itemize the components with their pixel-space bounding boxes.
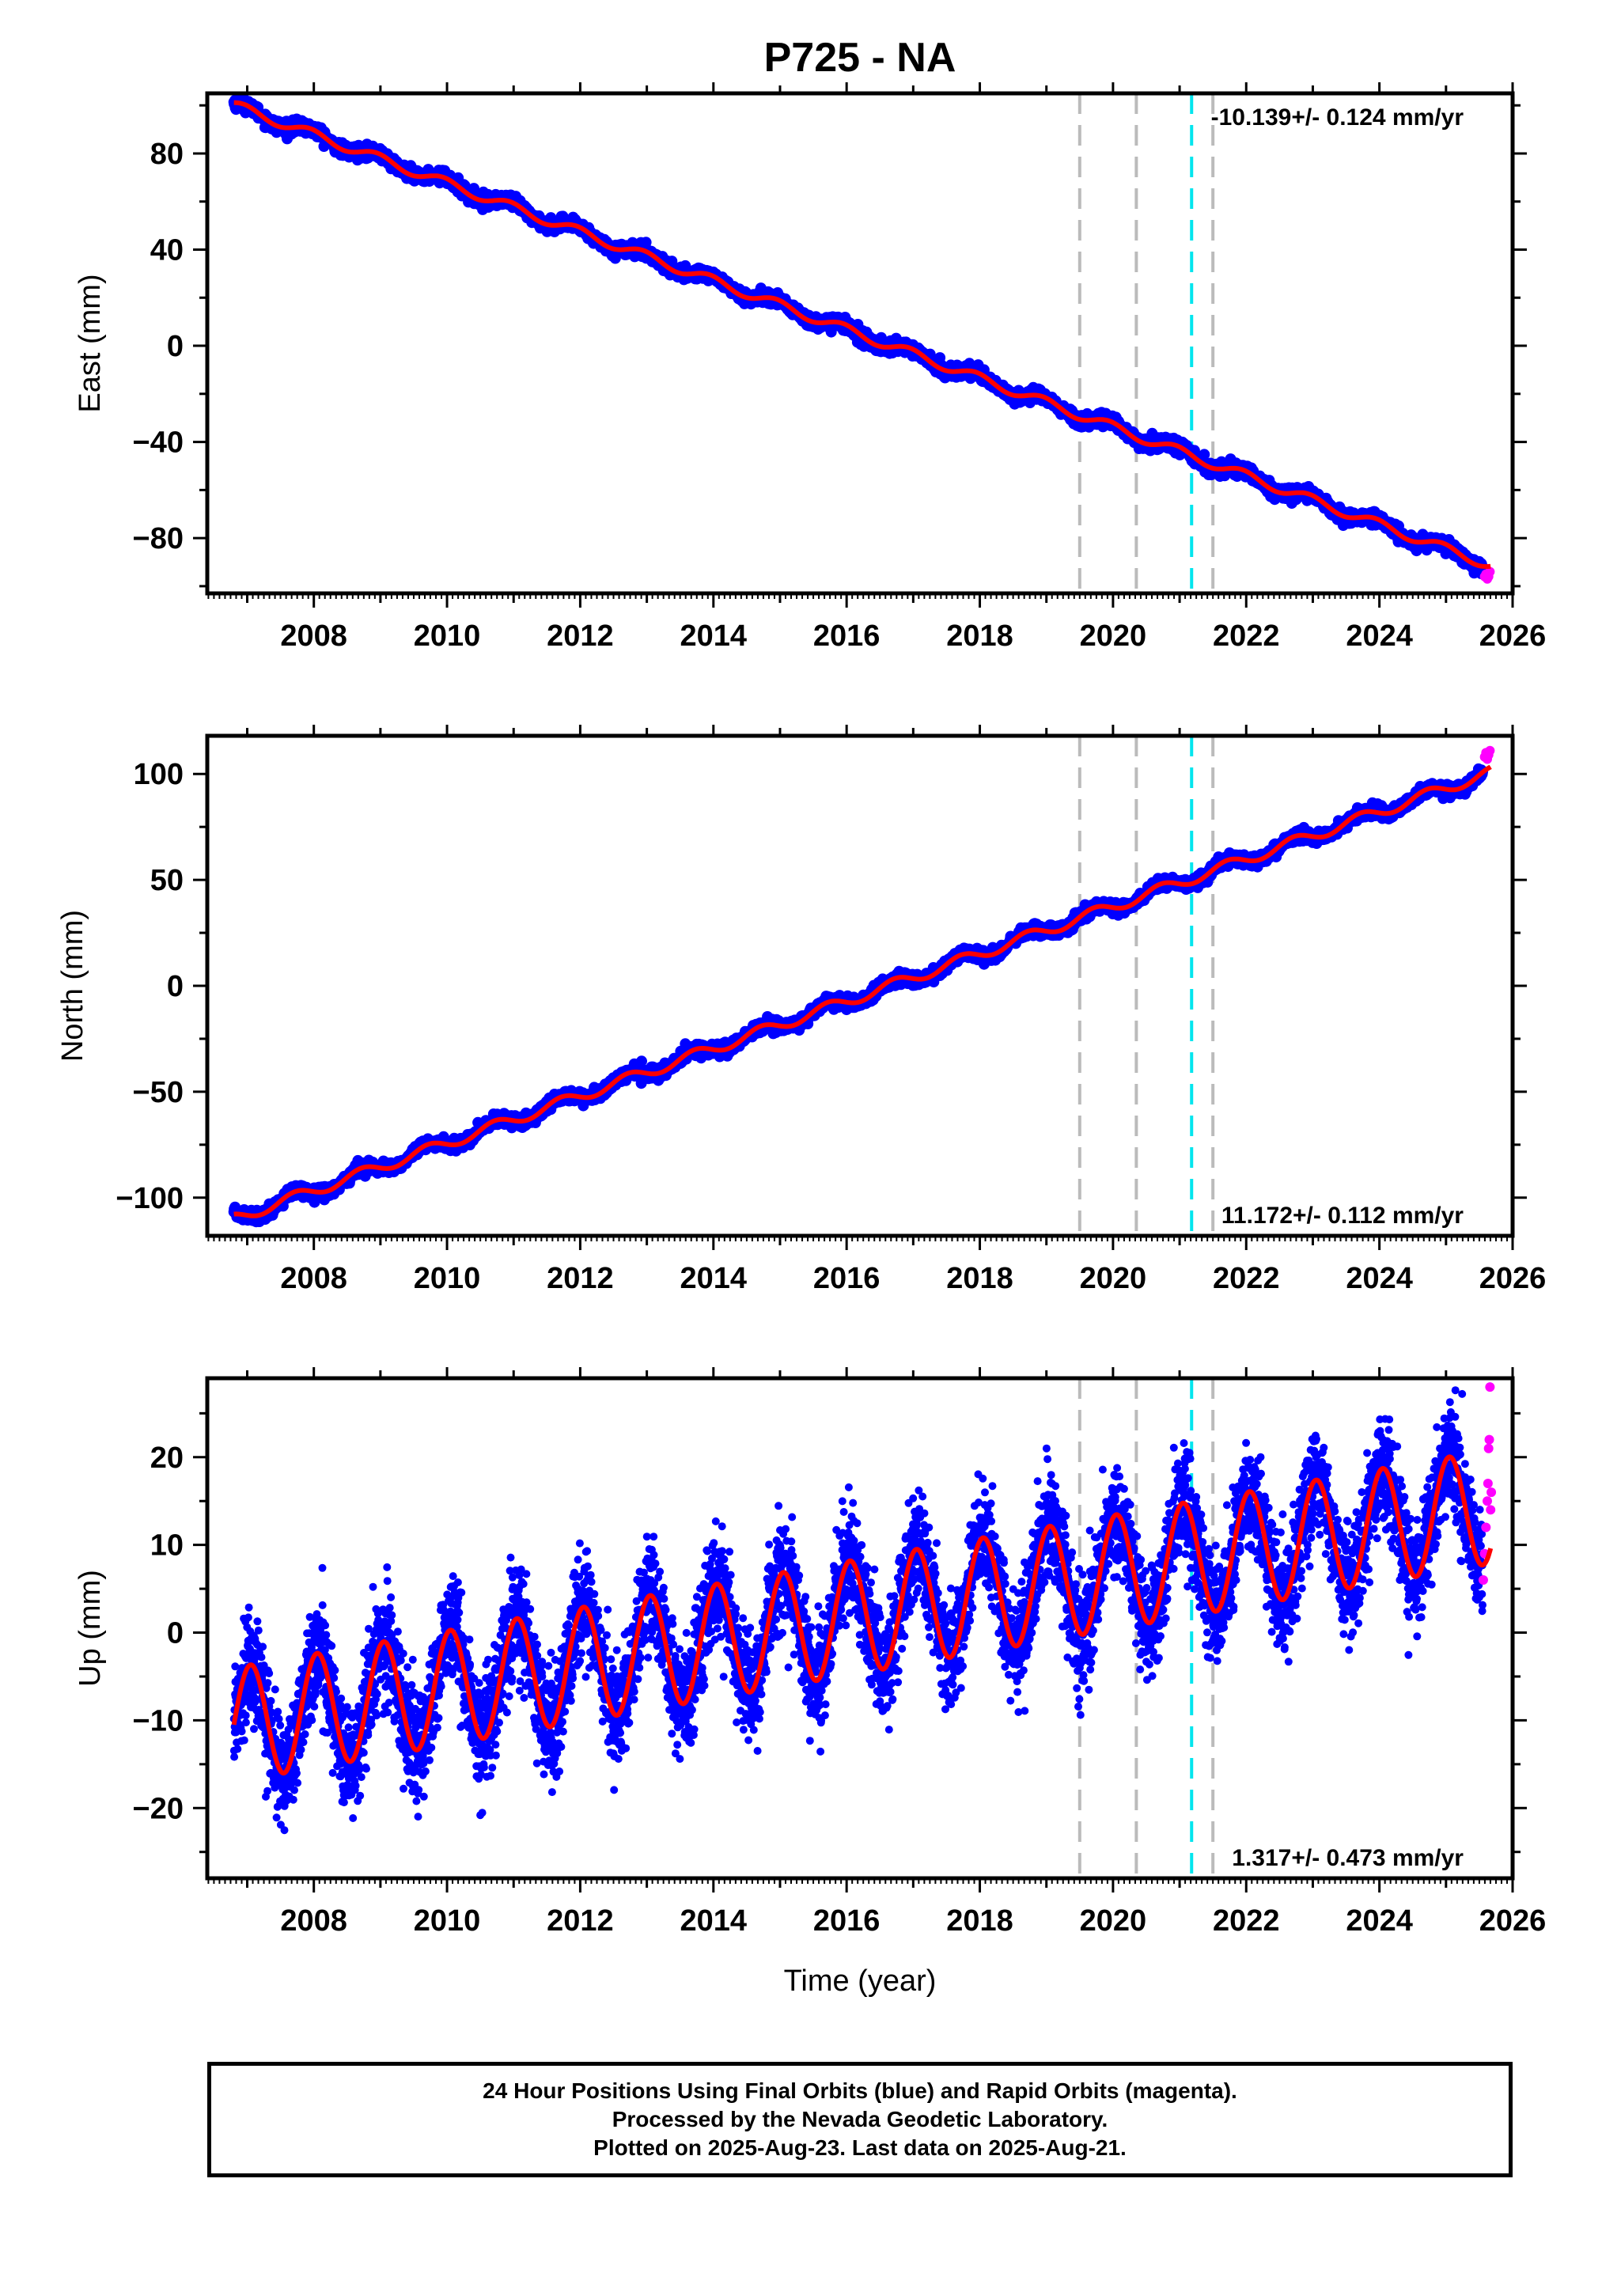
panel-north: 2008 2010 2012 2014 2016 2018 2020 2022 2024 2026…: [56, 725, 1546, 1295]
y-tick-label: −80: [133, 522, 184, 555]
y-tick-label: 0: [167, 330, 184, 363]
x-tick-label: 2010: [414, 619, 481, 653]
y-tick-label: −40: [133, 426, 184, 460]
panels-group: 2008 2010 2012 2014 2016 2018 2020 2022 2024 2026…: [56, 82, 1546, 1998]
x-tick-label: 2014: [680, 619, 748, 653]
panel-east: 2008 2010 2012 2014 2016 2018 2020 2022 2024 2026…: [74, 82, 1546, 653]
x-tick-label: 2020: [1080, 619, 1147, 653]
x-tick-label: 2024: [1346, 619, 1413, 653]
x-tick-label: 2008: [280, 619, 347, 653]
velocity-label: -10.139+/- 0.124 mm/yr: [1211, 104, 1464, 131]
x-tick-label: 2012: [547, 619, 614, 653]
y-tick-label: 40: [150, 234, 184, 267]
figure-title: P725 - NA: [764, 35, 956, 81]
y-tick-label: 80: [150, 138, 184, 171]
x-tick-label: 2022: [1213, 619, 1280, 653]
x-tick-label: 2018: [946, 619, 1013, 653]
final-orbit-points: [228, 763, 1488, 1228]
x-tick-label: 2016: [813, 619, 881, 653]
y-axis-label: East (mm): [74, 274, 107, 412]
x-tick-label: 2026: [1479, 619, 1547, 653]
